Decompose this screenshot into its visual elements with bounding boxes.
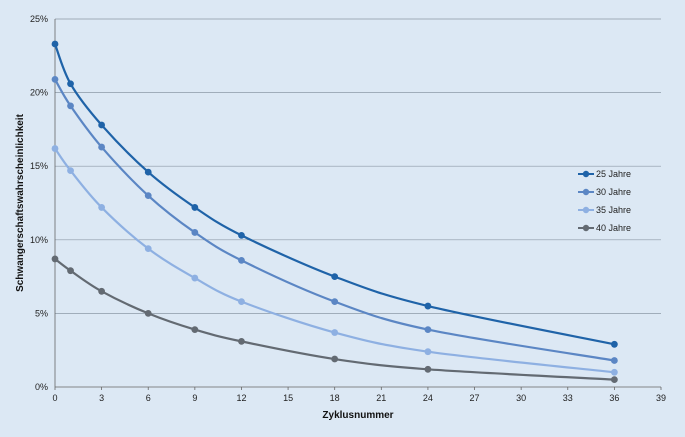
legend-swatch-marker — [582, 170, 590, 178]
data-point — [610, 376, 618, 384]
x-tick-label: 6 — [146, 393, 151, 403]
legend-swatch-marker — [582, 224, 590, 232]
data-point — [238, 298, 245, 306]
x-tick-label: 15 — [283, 393, 293, 403]
data-point — [98, 287, 106, 295]
x-tick-labels: 0 3 6 9 12 15 18 21 24 27 30 33 36 39 — [52, 387, 666, 403]
y-tick-label: 15% — [30, 161, 48, 171]
series-40-jahre — [51, 255, 618, 384]
x-tick-label: 12 — [236, 393, 246, 403]
series-30-jahre — [51, 75, 618, 364]
data-point — [98, 143, 106, 151]
y-tick-label: 5% — [35, 308, 48, 318]
legend-label: 40 Jahre — [596, 223, 631, 233]
data-point — [424, 365, 432, 373]
x-tick-label: 24 — [423, 393, 433, 403]
data-point — [98, 204, 106, 211]
x-tick-label: 9 — [192, 393, 197, 403]
data-point — [144, 310, 152, 317]
data-point — [424, 326, 432, 333]
data-point — [424, 348, 432, 356]
x-tick-label: 33 — [563, 393, 573, 403]
data-point — [144, 168, 152, 176]
x-tick-label: 39 — [656, 393, 666, 403]
grid-lines — [55, 18, 661, 314]
legend-item: 30 Jahre — [578, 187, 631, 197]
data-point — [51, 75, 59, 83]
series-lines — [51, 40, 618, 384]
y-axis-title: Schwangerschaftswahrscheinlichkeit — [15, 113, 26, 292]
data-point — [191, 204, 199, 211]
data-point — [331, 298, 339, 306]
data-point — [144, 192, 152, 200]
legend-item: 35 Jahre — [578, 205, 631, 215]
plot-area — [55, 19, 661, 387]
x-tick-label: 3 — [99, 393, 104, 403]
data-point — [144, 245, 152, 253]
legend-item: 40 Jahre — [578, 223, 631, 233]
data-point — [191, 274, 199, 282]
data-point — [238, 257, 245, 264]
data-point — [51, 255, 59, 263]
legend-item: 25 Jahre — [578, 169, 631, 179]
y-tick-labels: 0% 5% 10% 15% 20% 25% — [30, 14, 48, 392]
x-axis-title: Zyklusnummer — [322, 410, 393, 421]
data-point — [331, 329, 339, 336]
x-tick-label: 21 — [376, 393, 386, 403]
legend-swatch-marker — [582, 206, 590, 214]
legend: 25 Jahre 30 Jahre 35 Jahre 40 Jahre — [578, 169, 631, 233]
y-tick-label: 25% — [30, 14, 48, 24]
data-point — [238, 337, 245, 345]
x-tick-label: 0 — [52, 393, 57, 403]
data-point — [67, 167, 74, 175]
y-tick-label: 0% — [35, 382, 48, 392]
data-point — [67, 267, 74, 275]
data-point — [424, 302, 432, 310]
y-tick-label: 10% — [30, 235, 48, 245]
legend-label: 25 Jahre — [596, 169, 631, 179]
data-point — [191, 229, 199, 236]
x-tick-label: 18 — [330, 393, 340, 403]
data-point — [331, 273, 339, 280]
legend-swatch-marker — [582, 188, 590, 196]
data-point — [98, 121, 106, 129]
data-point — [67, 102, 74, 110]
data-point — [610, 368, 618, 376]
data-point — [610, 340, 618, 348]
x-tick-label: 36 — [609, 393, 619, 403]
x-tick-label: 27 — [470, 393, 480, 403]
x-tick-label: 30 — [516, 393, 526, 403]
data-point — [610, 357, 618, 364]
legend-label: 35 Jahre — [596, 205, 631, 215]
data-point — [191, 326, 199, 333]
series-35-jahre — [51, 145, 618, 376]
y-tick-label: 20% — [30, 88, 48, 98]
legend-label: 30 Jahre — [596, 187, 631, 197]
data-point — [331, 355, 339, 363]
data-point — [51, 40, 59, 48]
series-25-jahre — [51, 40, 618, 348]
data-point — [67, 80, 74, 88]
data-point — [51, 145, 59, 152]
data-point — [238, 231, 245, 239]
